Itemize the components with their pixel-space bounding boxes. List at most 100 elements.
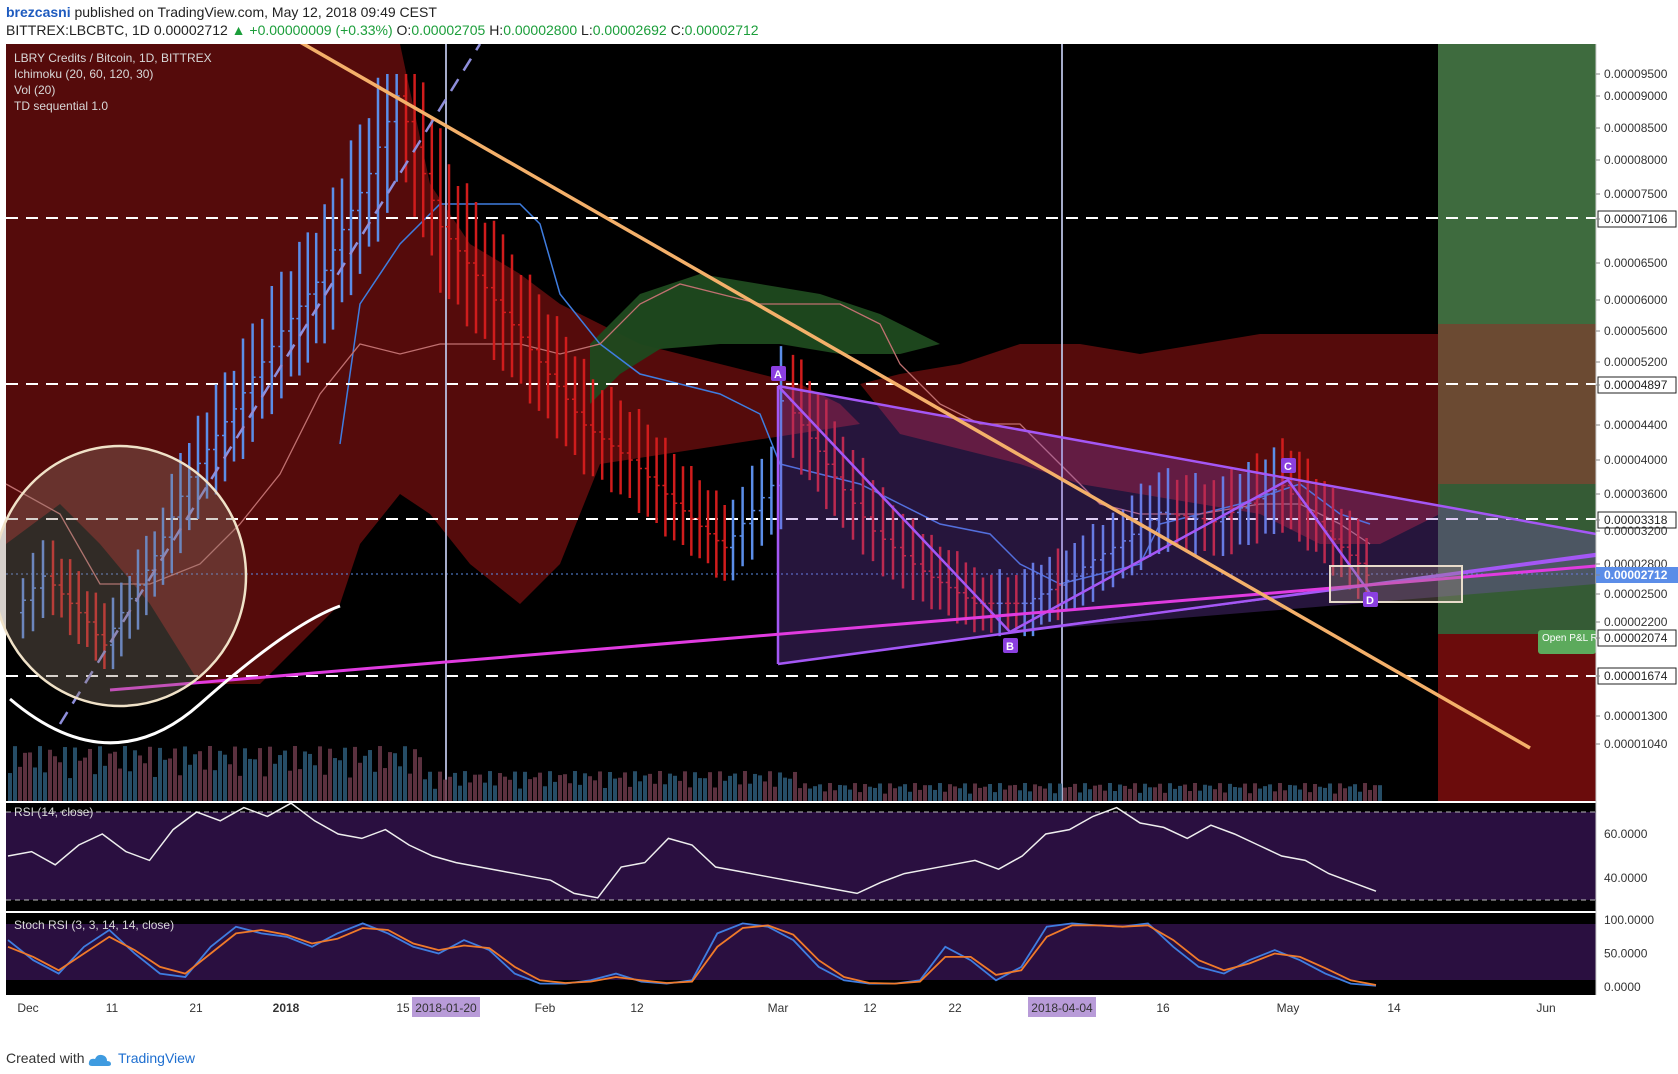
volume-bar xyxy=(108,753,112,801)
volume-bar xyxy=(328,748,332,801)
volume-bar xyxy=(938,783,942,801)
volume-bar xyxy=(713,787,717,801)
volume-bar xyxy=(253,759,257,801)
volume-bar xyxy=(833,790,837,801)
volume-bar xyxy=(1343,788,1347,801)
price-tick: 0.00009500 xyxy=(1604,67,1668,81)
volume-bar xyxy=(538,772,542,801)
volume-bar xyxy=(683,771,687,801)
volume-bar xyxy=(1178,785,1182,801)
volume-bar xyxy=(158,747,162,801)
volume-bar xyxy=(883,793,887,801)
volume-bar xyxy=(553,781,557,801)
volume-bar xyxy=(753,773,757,801)
point-b-label: B xyxy=(1006,641,1014,653)
time-tick: 21 xyxy=(189,1001,203,1015)
volume-bar xyxy=(1328,783,1332,801)
volume-bar xyxy=(598,771,602,801)
volume-bar xyxy=(1078,792,1082,801)
volume-bar xyxy=(843,785,847,801)
volume-bar xyxy=(723,780,727,801)
rsi-tick: 40.0000 xyxy=(1604,871,1648,885)
volume-bar xyxy=(438,771,442,801)
publish-line: brezcasni published on TradingView.com, … xyxy=(6,4,437,20)
volume-bar xyxy=(923,785,927,801)
volume-bar xyxy=(1128,788,1132,801)
volume-bar xyxy=(268,746,272,801)
volume-bar xyxy=(303,751,307,801)
ab-cd-base xyxy=(1009,555,1597,633)
volume-bar xyxy=(28,752,32,801)
volume-bar xyxy=(113,751,117,801)
volume-bar xyxy=(1208,785,1212,801)
volume-bar xyxy=(628,786,632,801)
volume-bar xyxy=(73,747,77,801)
stoch-tick: 50.0000 xyxy=(1604,947,1648,961)
volume-bar xyxy=(163,759,167,801)
open-value: 0.00002705 xyxy=(411,22,486,38)
volume-bar xyxy=(878,783,882,801)
volume-bar xyxy=(718,771,722,801)
rsi-label: RSI (14, close) xyxy=(14,805,93,819)
volume-bar xyxy=(1138,792,1142,801)
support-trendline xyxy=(109,564,1597,692)
stoch-tick: 100.0000 xyxy=(1604,913,1654,927)
volume-bar xyxy=(728,775,732,801)
volume-bar xyxy=(478,774,482,801)
volume-bar xyxy=(413,749,417,801)
close-label: C: xyxy=(670,22,685,38)
rsi-line xyxy=(7,802,1377,899)
tradingview-brand-link[interactable]: TradingView xyxy=(118,1050,196,1066)
volume-bar xyxy=(968,793,972,801)
price-tick: 0.00006500 xyxy=(1604,256,1668,270)
volume-bar xyxy=(918,789,922,801)
volume-bar xyxy=(958,788,962,801)
abcd-triangle-fill xyxy=(778,386,1596,664)
price-tick: 0.00001674 xyxy=(1604,669,1668,683)
volume-bar xyxy=(218,750,222,801)
price-tick: 0.00005200 xyxy=(1604,355,1668,369)
volume-bar xyxy=(1223,792,1227,801)
author-link[interactable]: brezcasni xyxy=(6,4,71,20)
volume-bar xyxy=(188,764,192,801)
volume-bar xyxy=(148,746,152,801)
volume-bar xyxy=(888,783,892,801)
volume-bar xyxy=(428,771,432,801)
volume-bar xyxy=(528,779,532,801)
volume-bar xyxy=(323,774,327,801)
price-tick: 0.00007106 xyxy=(1604,212,1668,226)
low-label: L: xyxy=(581,22,593,38)
point-a-label: A xyxy=(774,369,782,381)
volume-bar xyxy=(1243,783,1247,801)
volume-bar xyxy=(863,784,867,801)
price-bars xyxy=(20,74,1370,670)
volume-bar xyxy=(533,777,537,801)
price-tick: 0.00003200 xyxy=(1604,524,1668,538)
time-axis[interactable] xyxy=(6,995,1596,1019)
price-axis-ticks: 0.00009500 0.00009000 0.00008500 0.00008000… xyxy=(1596,67,1678,751)
volume-bar xyxy=(733,773,737,801)
volume-bar xyxy=(823,791,827,801)
volume-bar xyxy=(443,779,447,801)
volume-bar xyxy=(408,773,412,801)
volume-bar xyxy=(758,775,762,801)
stoch-axis-ticks: 100.0000 50.0000 0.0000 xyxy=(1604,913,1654,994)
volume-bar xyxy=(1183,784,1187,801)
volume-bar xyxy=(803,783,807,801)
volume-bar xyxy=(1113,791,1117,801)
volume-bar xyxy=(873,787,877,801)
last-price-tag xyxy=(1596,567,1678,583)
volume-bar xyxy=(1338,783,1342,801)
volume-bar xyxy=(98,746,102,801)
volume-bar xyxy=(943,791,947,801)
price-tick: 0.00004000 xyxy=(1604,453,1668,467)
volume-bar xyxy=(1218,783,1222,801)
volume-bar xyxy=(1248,793,1252,801)
volume-bar xyxy=(103,765,107,801)
volume-bar xyxy=(1053,793,1057,801)
volume-bar xyxy=(908,791,912,801)
volume-bar xyxy=(1003,789,1007,801)
volume-bar xyxy=(398,766,402,801)
chart-canvas[interactable]: A B C D LBRY Credits / Bitcoin, 1D, BITT… xyxy=(0,44,1678,1048)
